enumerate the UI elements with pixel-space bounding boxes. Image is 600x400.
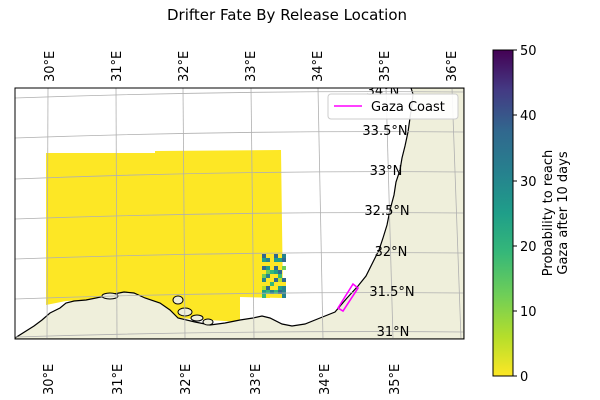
probability-field [46, 150, 286, 322]
gaza-coast-polygon [336, 282, 360, 313]
probability-cell [262, 266, 266, 270]
colorbar-tick-label: 30 [520, 175, 537, 190]
lon-label-top: 32°E [177, 51, 192, 82]
lat-label: 33°N [370, 164, 403, 179]
probability-cell [266, 266, 270, 270]
lat-label: 32°N [375, 245, 408, 260]
lat-label: 31.5°N [369, 285, 414, 300]
lon-label-bottom: 35°E [388, 364, 403, 395]
probability-cell [262, 294, 266, 298]
probability-cell [266, 294, 270, 298]
probability-cell [274, 290, 278, 294]
map-area: 34°N 33.5°N 33°N 32.5°N 32°N 31.5°N 31°N… [15, 88, 464, 340]
probability-cell [266, 278, 270, 282]
lon-label-top: 34°E [311, 51, 326, 82]
lat-label: 32.5°N [364, 204, 409, 219]
colorbar-tick-label: 20 [520, 240, 537, 255]
probability-cell [270, 270, 274, 274]
probability-cell [274, 278, 278, 282]
lon-label-bottom: 34°E [318, 364, 333, 395]
colorbar-label-line2: Gaza after 10 days [556, 151, 571, 274]
probability-cell [278, 262, 282, 266]
probability-cell [270, 282, 274, 286]
colorbar-ticks [513, 49, 517, 377]
lon-label-top: 36°E [445, 51, 460, 82]
legend-label: Gaza Coast [371, 100, 445, 115]
probability-cell [270, 262, 274, 266]
top-lon-labels: 30°E 31°E 32°E 33°E 34°E 35°E 36°E [43, 51, 460, 82]
probability-cell [278, 258, 282, 262]
probability-cell [274, 270, 278, 274]
probability-cell [274, 258, 278, 262]
legend: Gaza Coast [327, 93, 459, 120]
probability-cell [278, 274, 282, 278]
probability-cell [274, 266, 278, 270]
probability-cell [270, 290, 274, 294]
probability-cells [262, 254, 286, 298]
colorbar-tick-label: 10 [520, 305, 537, 320]
probability-cell [278, 290, 282, 294]
lon-label-top: 35°E [378, 51, 393, 82]
lat-label: 33.5°N [362, 124, 407, 139]
probability-cell [262, 258, 266, 262]
probability-cell [278, 278, 282, 282]
lon-label-top: 31°E [110, 51, 125, 82]
probability-cell [282, 278, 286, 282]
lat-label: 31°N [377, 325, 410, 340]
lon-label-top: 33°E [244, 51, 259, 82]
lon-label-top: 30°E [43, 51, 58, 82]
bottom-lon-labels: 30°E 31°E 32°E 33°E 34°E 35°E [42, 364, 403, 395]
probability-cell [282, 266, 286, 270]
probability-cell [278, 282, 282, 286]
probability-cell [282, 282, 286, 286]
probability-cell [282, 290, 286, 294]
lon-label-bottom: 31°E [111, 364, 126, 395]
lon-label-bottom: 33°E [249, 364, 264, 395]
probability-cell [262, 286, 266, 290]
probability-cell [262, 254, 266, 258]
probability-cell [282, 286, 286, 290]
probability-cell [274, 254, 278, 258]
colorbar-gradient [492, 49, 514, 377]
lon-label-bottom: 32°E [179, 364, 194, 395]
colorbar: 0 10 20 30 40 50 Probability to reach Ga… [492, 44, 571, 385]
lon-label-bottom: 30°E [42, 364, 57, 395]
probability-cell [278, 286, 282, 290]
chart-title: Drifter Fate By Release Location [167, 6, 408, 24]
probability-cell [262, 274, 266, 278]
graticule [15, 88, 464, 339]
probability-cell [262, 278, 266, 282]
probability-cell [266, 286, 270, 290]
probability-cell [266, 270, 270, 274]
probability-cell [282, 294, 286, 298]
colorbar-tick-label: 0 [520, 370, 528, 385]
colorbar-label-line1: Probability to reach [541, 150, 556, 276]
map-frame [14, 87, 465, 340]
probability-cell [266, 258, 270, 262]
lat-labels: 34°N 33.5°N 33°N 32.5°N 32°N 31.5°N 31°N [362, 88, 414, 340]
probability-cell [266, 274, 270, 278]
probability-cell [278, 270, 282, 274]
colorbar-tick-label: 40 [520, 109, 537, 124]
probability-cell [266, 290, 270, 294]
probability-cell [262, 290, 266, 294]
probability-cell [282, 254, 286, 258]
probability-cell [282, 258, 286, 262]
colorbar-tick-label: 50 [520, 44, 537, 59]
